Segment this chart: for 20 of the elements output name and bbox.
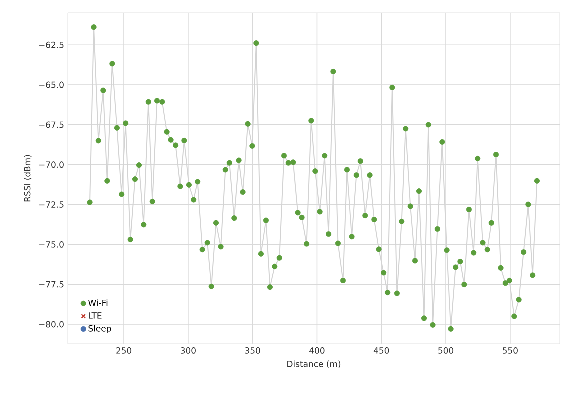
x-tick-label: 550 [503,348,518,354]
x-tick-label: 250 [116,348,132,354]
y-tick-label: −80.0 [39,321,64,328]
x-tick-label: 350 [245,348,260,354]
y-axis-title: RSSI (dBm) [24,155,32,202]
legend-label: Sleep [88,325,112,334]
x-tick-label: 300 [180,348,196,354]
y-tick-label: −70.0 [39,162,64,168]
y-tick-label: −72.5 [39,202,64,208]
y-tick-label: −67.5 [39,122,64,128]
x-tick-label: 500 [438,348,454,354]
y-tick-label: −65.0 [39,82,64,88]
legend-label: Wi-Fi [88,300,108,306]
y-tick-label: −77.5 [39,281,64,288]
x-tick-label: 400 [310,348,325,354]
x-axis-title: Distance (m) [288,360,341,368]
legend-label: LTE [89,312,102,319]
x-tick-label: 450 [374,348,390,354]
y-tick-label: −62.5 [39,42,64,48]
y-tick-label: −75.0 [39,241,64,248]
